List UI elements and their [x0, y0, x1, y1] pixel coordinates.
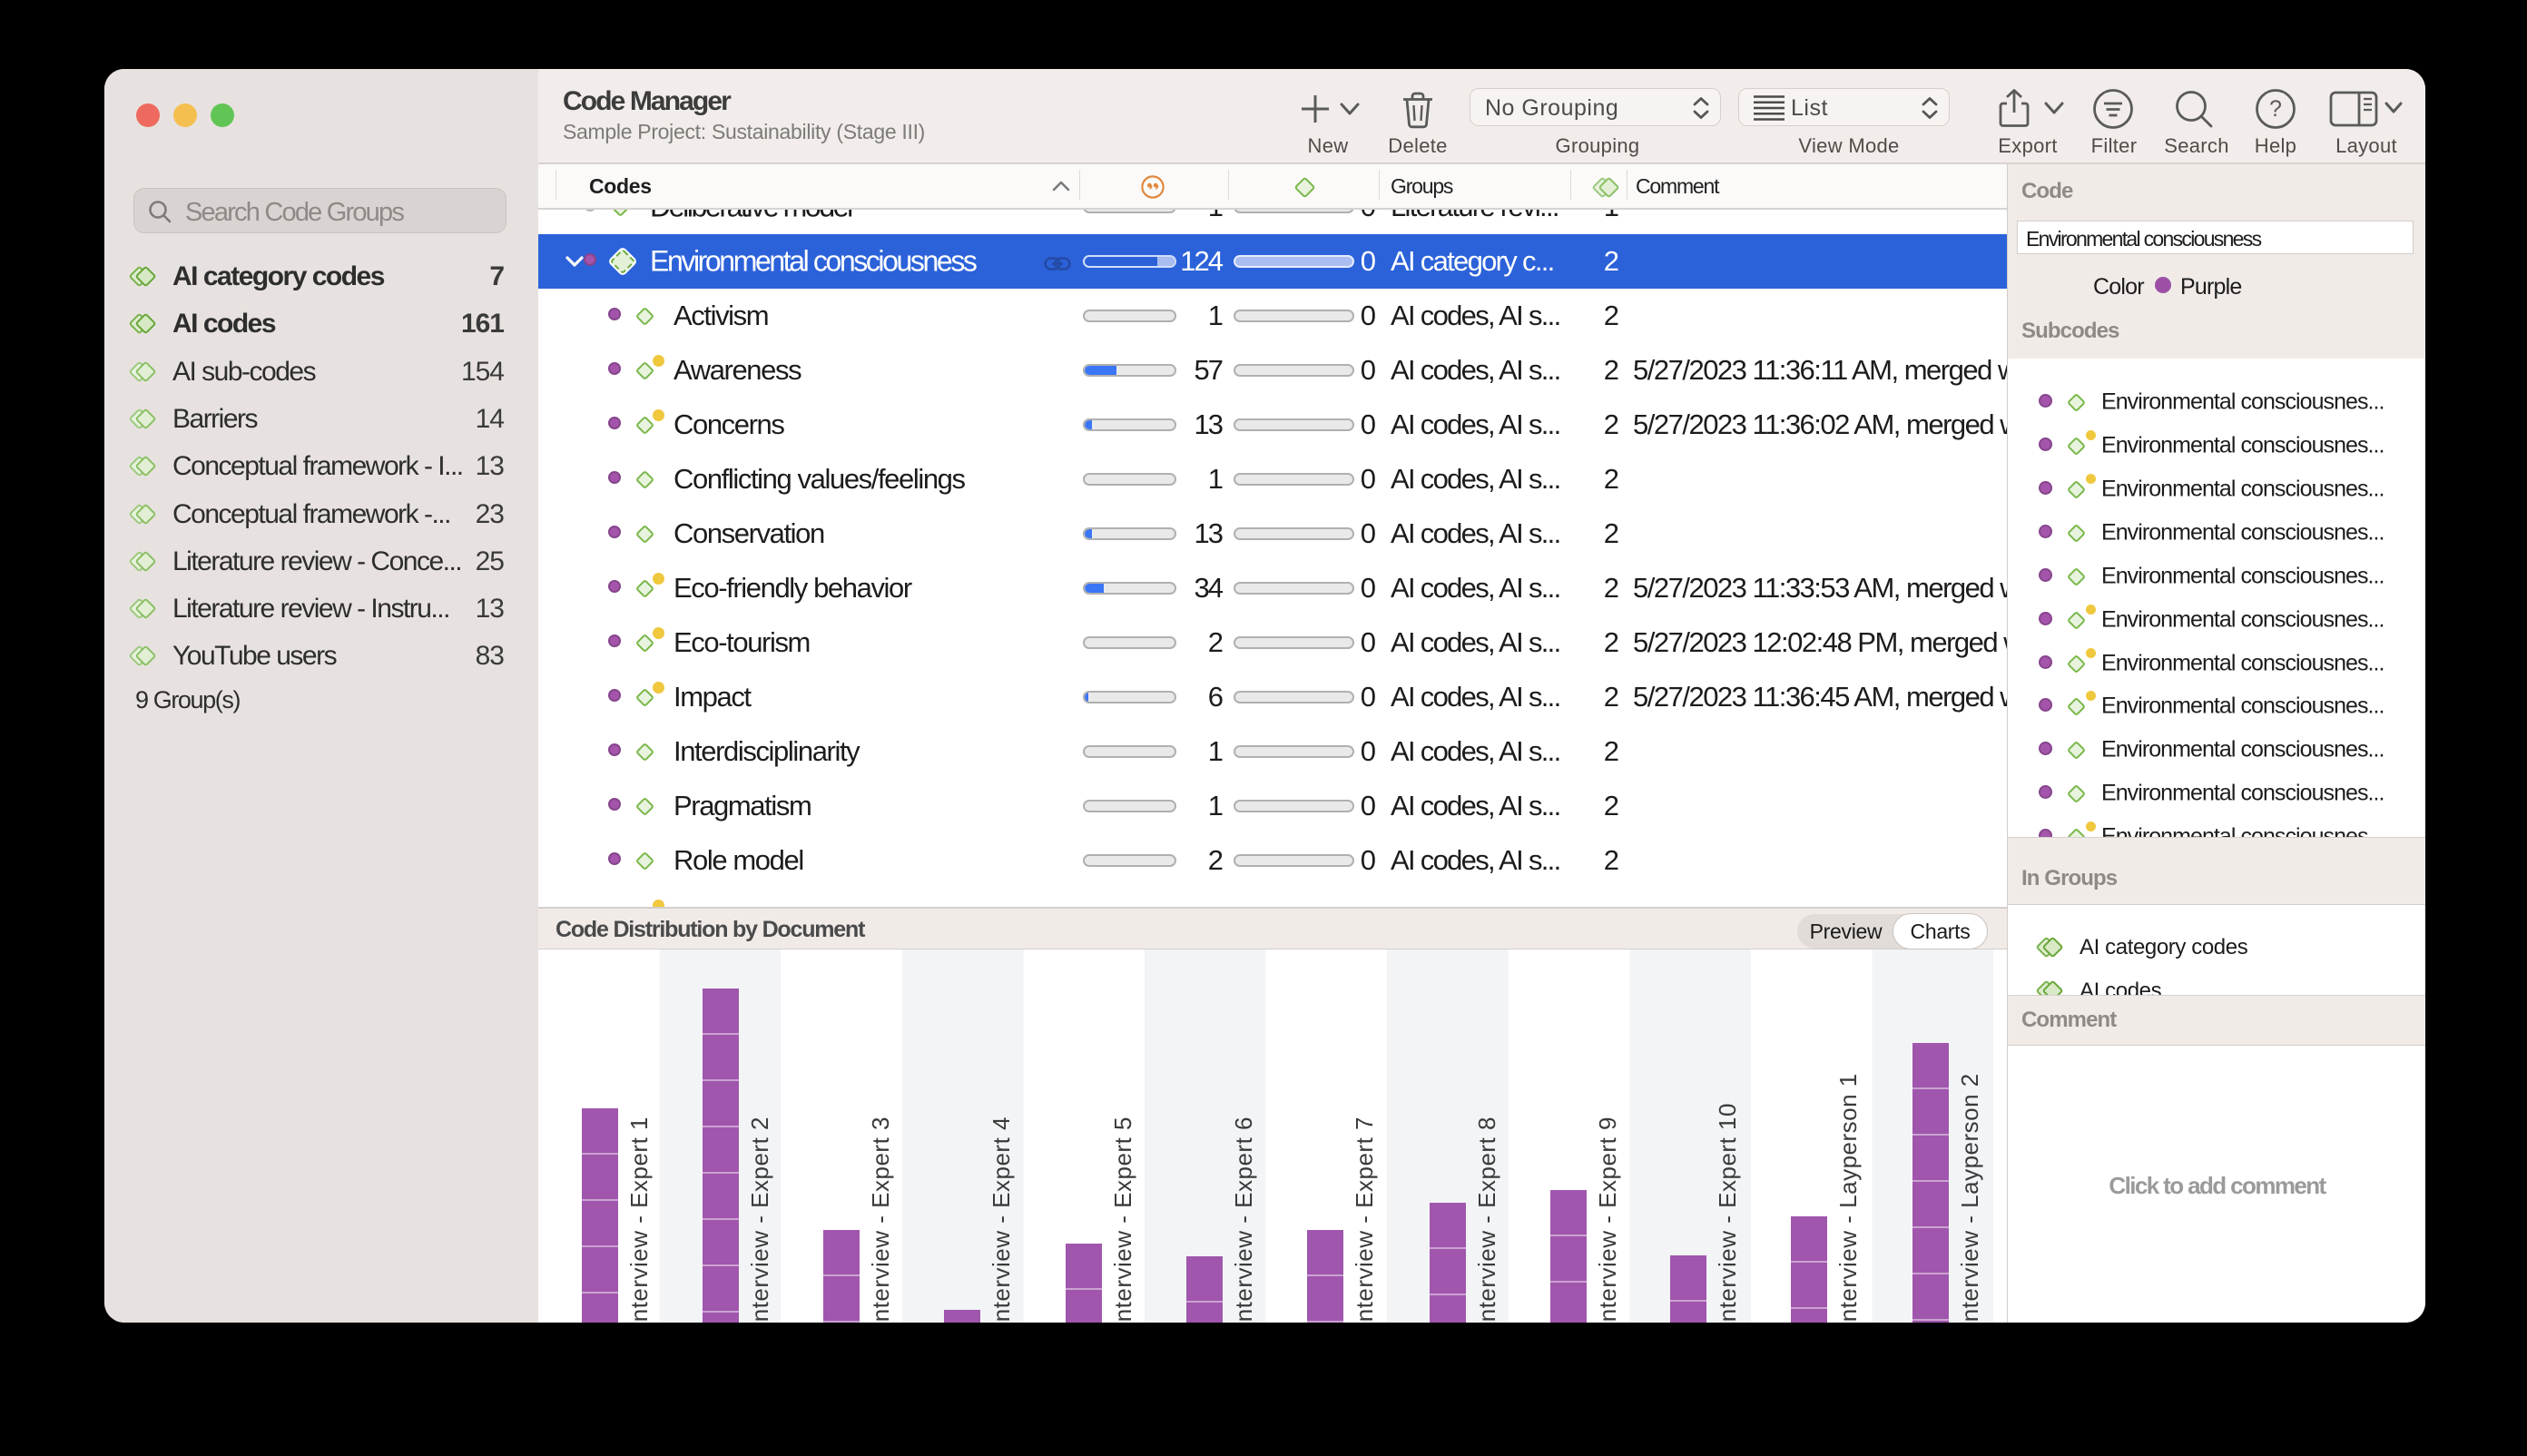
svg-text:?: ?	[2269, 96, 2282, 122]
